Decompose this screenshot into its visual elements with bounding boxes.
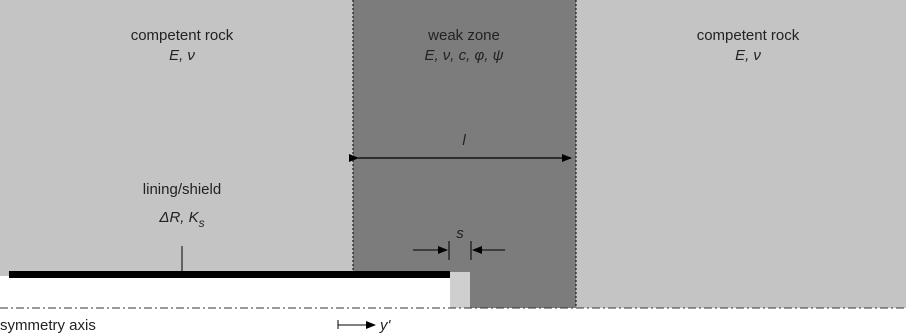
weak-zone-params: E, ν, c, φ, ψ [424,47,503,64]
lining-params-subscript: s [199,216,205,230]
left-region-params: E, ν [169,47,195,64]
tunnel-opening [0,276,470,308]
left-region-title: competent rock [131,27,234,44]
lining-params-main: ΔR, K [158,209,199,226]
unsupported-face [450,272,470,308]
lining-bar [9,271,450,278]
weak-zone-title: weak zone [427,27,500,44]
right-region-title: competent rock [697,27,800,44]
y-axis-label: y' [379,317,392,333]
lining-title: lining/shield [143,181,221,198]
right-region-params: E, ν [735,47,761,64]
symmetry-axis-label: symmetry axis [0,317,96,333]
gap-label: s [456,225,464,242]
